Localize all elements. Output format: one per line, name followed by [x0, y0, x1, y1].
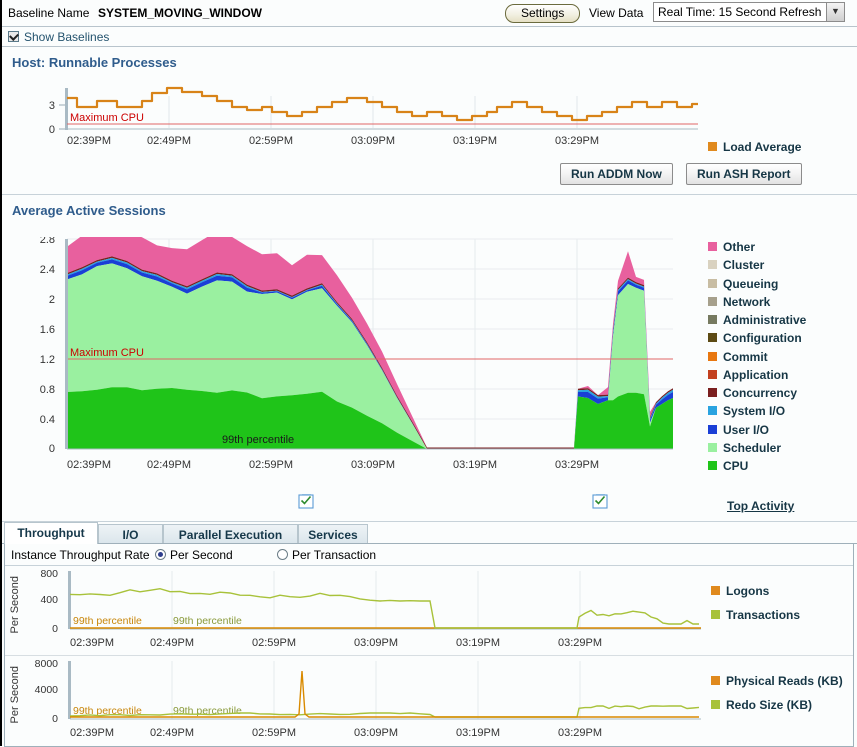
- svg-text:02:59PM: 02:59PM: [249, 459, 293, 469]
- svg-text:800: 800: [40, 568, 58, 580]
- svg-text:1.2: 1.2: [40, 354, 55, 366]
- svg-text:03:09PM: 03:09PM: [354, 727, 398, 739]
- svg-text:03:09PM: 03:09PM: [351, 459, 395, 469]
- svg-text:2.8: 2.8: [40, 237, 55, 246]
- svg-text:400: 400: [40, 594, 58, 606]
- svg-text:03:29PM: 03:29PM: [558, 637, 602, 649]
- svg-text:3: 3: [49, 100, 55, 112]
- svg-text:0: 0: [52, 713, 58, 725]
- svg-text:03:19PM: 03:19PM: [453, 135, 497, 147]
- svg-text:03:29PM: 03:29PM: [555, 135, 599, 147]
- svg-text:99th percentile: 99th percentile: [222, 434, 294, 446]
- svg-text:4000: 4000: [35, 684, 59, 696]
- svg-text:0: 0: [52, 623, 58, 635]
- svg-text:03:09PM: 03:09PM: [351, 135, 395, 147]
- svg-text:02:39PM: 02:39PM: [67, 135, 111, 147]
- svg-text:0.4: 0.4: [40, 414, 55, 426]
- svg-text:0: 0: [49, 124, 55, 136]
- svg-text:Maximum CPU: Maximum CPU: [70, 112, 144, 124]
- svg-text:03:29PM: 03:29PM: [558, 727, 602, 739]
- svg-text:0.8: 0.8: [40, 384, 55, 396]
- svg-text:03:09PM: 03:09PM: [354, 637, 398, 649]
- svg-text:02:39PM: 02:39PM: [70, 727, 114, 739]
- svg-text:99th percentile: 99th percentile: [173, 615, 242, 627]
- svg-text:8000: 8000: [35, 658, 59, 670]
- svg-text:03:19PM: 03:19PM: [453, 459, 497, 469]
- svg-text:02:59PM: 02:59PM: [249, 135, 293, 147]
- svg-text:03:29PM: 03:29PM: [555, 459, 599, 469]
- svg-text:02:59PM: 02:59PM: [252, 637, 296, 649]
- svg-text:02:49PM: 02:49PM: [150, 637, 194, 649]
- svg-text:02:49PM: 02:49PM: [150, 727, 194, 739]
- svg-text:Maximum CPU: Maximum CPU: [70, 347, 144, 359]
- svg-text:99th percentile: 99th percentile: [73, 615, 142, 627]
- svg-text:03:19PM: 03:19PM: [456, 637, 500, 649]
- svg-text:02:39PM: 02:39PM: [67, 459, 111, 469]
- svg-text:2.4: 2.4: [40, 264, 55, 276]
- svg-text:02:39PM: 02:39PM: [70, 637, 114, 649]
- svg-text:02:49PM: 02:49PM: [147, 135, 191, 147]
- svg-text:02:49PM: 02:49PM: [147, 459, 191, 469]
- svg-text:1.6: 1.6: [40, 324, 55, 336]
- svg-text:02:59PM: 02:59PM: [252, 727, 296, 739]
- svg-text:03:19PM: 03:19PM: [456, 727, 500, 739]
- svg-text:2: 2: [49, 294, 55, 306]
- svg-text:0: 0: [49, 443, 55, 455]
